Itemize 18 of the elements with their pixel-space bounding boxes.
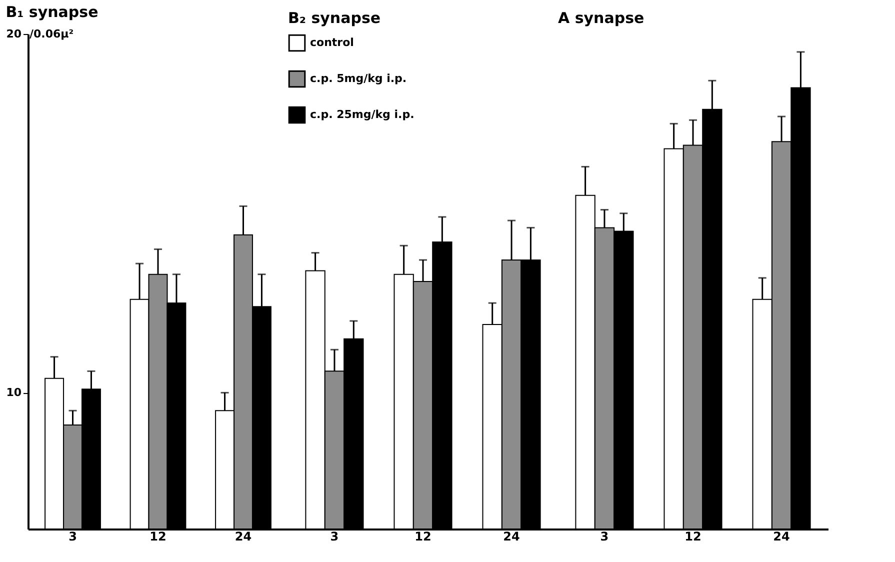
x-tick-label: 3 <box>68 530 77 544</box>
x-tick-label: 12 <box>684 530 702 544</box>
y-axis-title: /0.06µ² <box>30 28 74 40</box>
chart-title: A synapse <box>558 9 644 27</box>
x-tick-label: 24 <box>503 530 520 544</box>
legend-label: c.p. 5mg/kg i.p. <box>310 72 407 85</box>
y-tick-label: 20 <box>6 28 22 40</box>
x-tick-label: 12 <box>414 530 432 544</box>
x-tick-label: 3 <box>600 530 609 544</box>
x-tick-label: 24 <box>234 530 252 544</box>
x-tick-label: 3 <box>330 530 339 544</box>
x-tick-label: 12 <box>150 530 166 544</box>
x-tick-label: 24 <box>773 530 790 544</box>
y-tick-label: 10 <box>6 386 22 400</box>
chart-title: B₂ synapse <box>288 9 381 27</box>
legend-label: control <box>310 36 354 49</box>
legend-label: c.p. 25mg/kg i.p. <box>310 108 414 121</box>
chart-title: B₁ synapse <box>6 3 98 21</box>
